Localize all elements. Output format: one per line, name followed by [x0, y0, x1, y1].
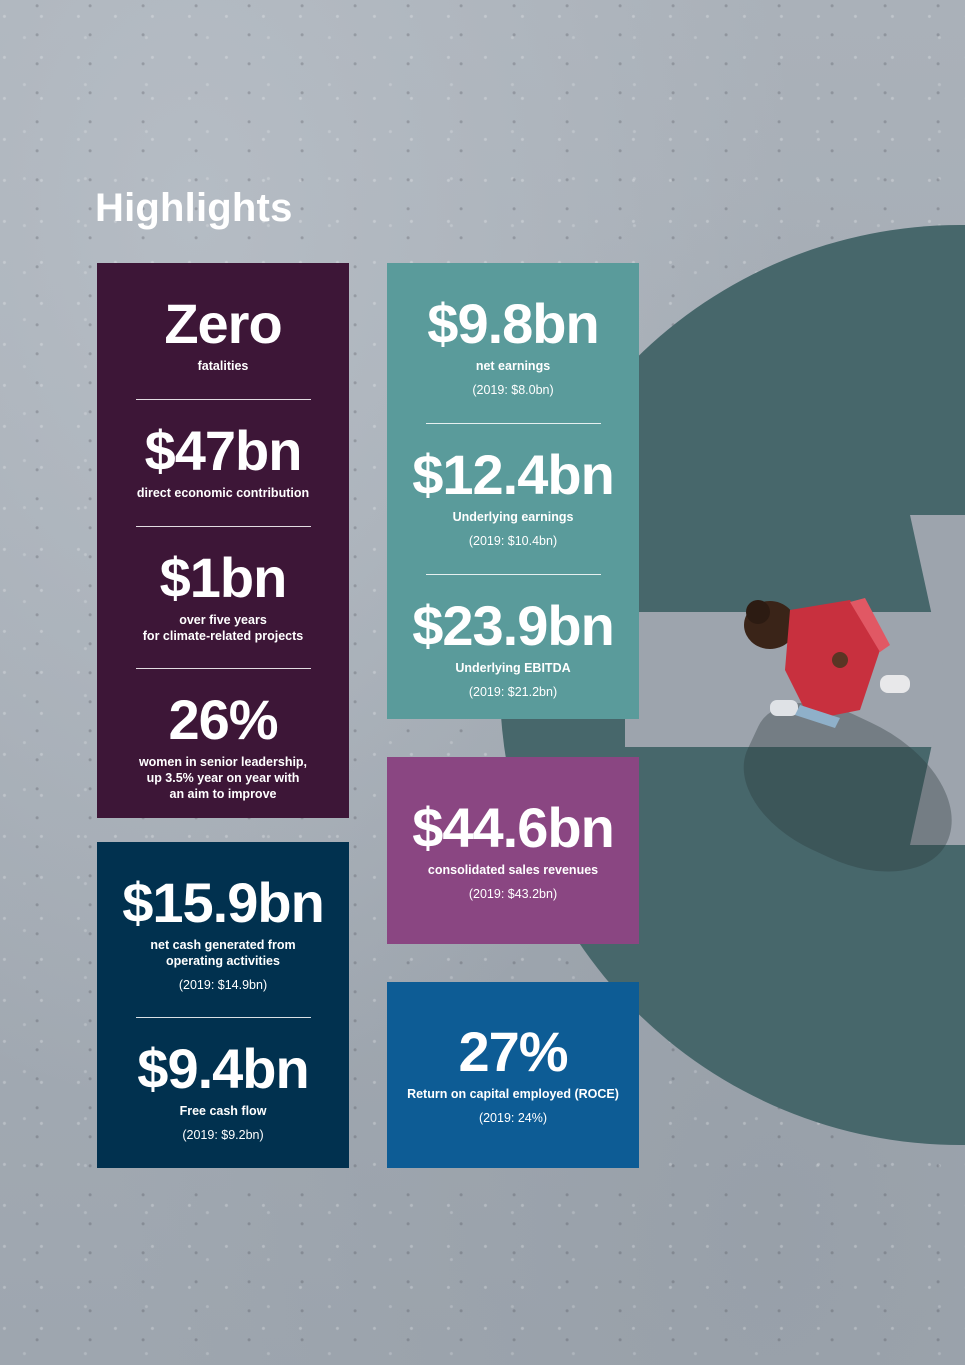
divider: [425, 423, 601, 424]
stat-comparison: (2019: $10.4bn): [468, 534, 558, 548]
stat-value: $12.4bn: [412, 443, 615, 506]
underlying-ebitda-stat: $23.9bn Underlying EBITDA (2019: $21.2bn…: [387, 598, 639, 700]
stat-label: Underlying EBITDA: [455, 661, 571, 675]
economic-contribution-stat: $47bn direct economic contribution: [97, 423, 349, 501]
stat-label: direct economic contribution: [136, 486, 310, 500]
roce-stat: 27% Return on capital employed (ROCE) (2…: [387, 1024, 639, 1126]
fatalities-stat: Zero fatalities: [97, 296, 349, 374]
earnings-highlights-panel: $9.8bn net earnings (2019: $8.0bn) $12.4…: [387, 263, 639, 719]
stat-value: $44.6bn: [412, 795, 615, 859]
free-cash-flow-stat: $9.4bn Free cash flow (2019: $9.2bn): [97, 1041, 349, 1143]
stat-comparison: (2019: $21.2bn): [468, 685, 558, 699]
divider: [135, 526, 311, 527]
divider: [135, 399, 311, 400]
climate-projects-stat: $1bn over five years for climate-related…: [97, 550, 349, 644]
safety-people-highlights-panel: Zero fatalities $47bn direct economic co…: [97, 263, 349, 818]
stat-value: $15.9bn: [122, 871, 325, 934]
roce-highlights-panel: 27% Return on capital employed (ROCE) (2…: [387, 982, 639, 1168]
divider: [425, 574, 601, 575]
stat-value: $9.4bn: [137, 1037, 309, 1100]
stat-label: Return on capital employed (ROCE): [407, 1087, 619, 1101]
stat-label: women in senior leadership, up 3.5% year…: [139, 754, 307, 802]
stat-value: $47bn: [144, 419, 303, 482]
senior-leadership-stat: 26% women in senior leadership, up 3.5% …: [97, 692, 349, 802]
stat-label-line: an aim to improve: [169, 787, 277, 801]
net-earnings-stat: $9.8bn net earnings (2019: $8.0bn): [387, 296, 639, 398]
stat-label: consolidated sales revenues: [427, 862, 599, 877]
stat-value: 26%: [168, 688, 278, 751]
page-title: Highlights: [95, 186, 293, 230]
stat-label: over five years for climate-related proj…: [143, 612, 303, 644]
stat-comparison: (2019: $43.2bn): [468, 886, 558, 901]
stat-label: fatalities: [197, 359, 249, 373]
divider: [135, 1017, 311, 1018]
stat-label-line: over five years: [179, 613, 267, 627]
stat-label-line: up 3.5% year on year with: [146, 771, 300, 785]
sales-revenues-stat: $44.6bn consolidated sales revenues (201…: [387, 795, 639, 902]
stat-label-line: for climate-related projects: [142, 629, 304, 643]
cash-flow-highlights-panel: $15.9bn net cash generated from operatin…: [97, 842, 349, 1168]
stat-value: 27%: [458, 1020, 568, 1083]
stat-label-line: net cash generated from: [150, 938, 296, 952]
stat-value: Zero: [164, 292, 282, 355]
underlying-earnings-stat: $12.4bn Underlying earnings (2019: $10.4…: [387, 447, 639, 549]
stat-label: Underlying earnings: [452, 510, 574, 524]
stat-comparison: (2019: $8.0bn): [472, 383, 554, 397]
revenues-highlights-panel: $44.6bn consolidated sales revenues (201…: [387, 757, 639, 944]
stat-comparison: (2019: $14.9bn): [178, 978, 268, 992]
stat-comparison: (2019: 24%): [478, 1111, 548, 1125]
stat-label: Free cash flow: [179, 1104, 267, 1118]
walking-child-illustration: [744, 598, 910, 728]
stat-comparison: (2019: $9.2bn): [182, 1128, 264, 1142]
stat-value: $1bn: [159, 546, 288, 609]
net-cash-stat: $15.9bn net cash generated from operatin…: [97, 875, 349, 993]
stat-value: $23.9bn: [412, 594, 615, 657]
stat-value: $9.8bn: [427, 292, 599, 355]
stat-label: net cash generated from operating activi…: [150, 937, 295, 969]
stat-label: net earnings: [475, 359, 551, 373]
stat-label-line: women in senior leadership,: [138, 755, 308, 769]
divider: [135, 668, 311, 669]
stat-label-line: operating activities: [166, 954, 280, 968]
